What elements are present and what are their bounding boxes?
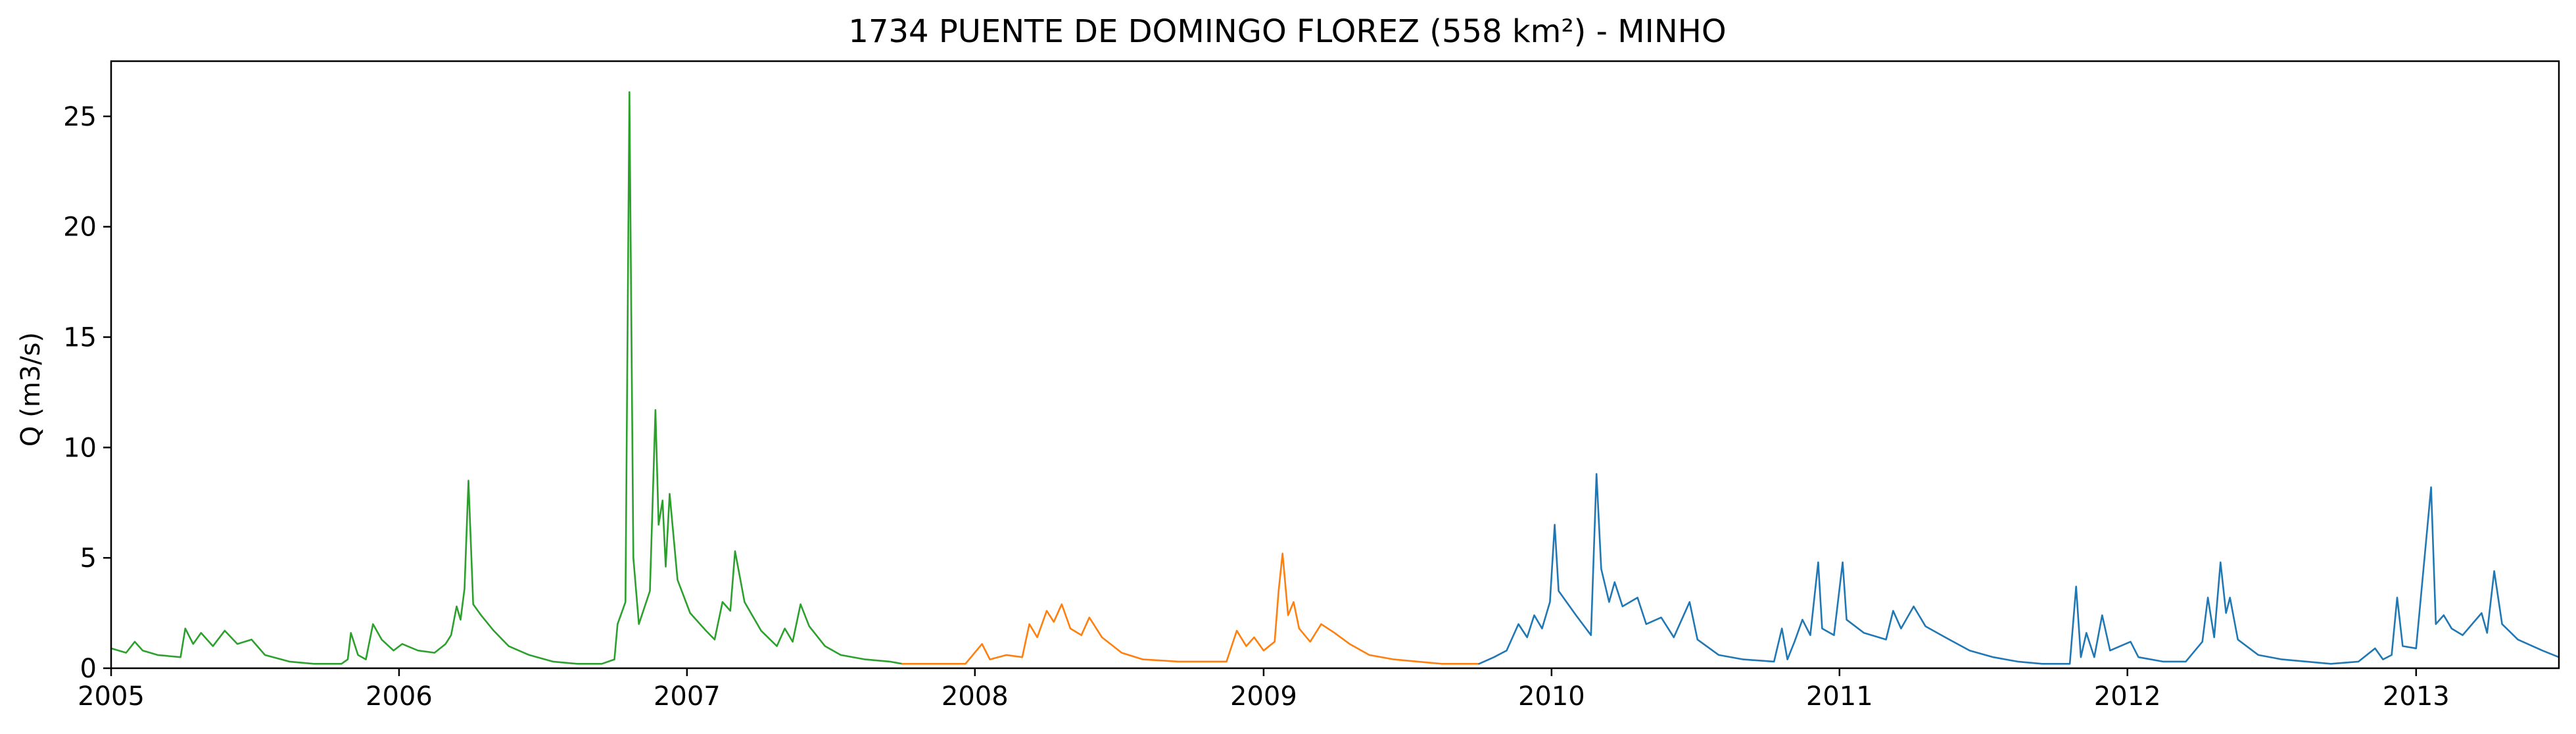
x-tick-label: 2005: [78, 681, 145, 712]
x-tick-label: 2009: [1230, 681, 1297, 712]
series-layer: [110, 91, 2560, 665]
y-axis-label: Q (m3/s): [16, 332, 46, 447]
plot-frame: [110, 60, 2560, 670]
y-tick-label: 25: [63, 102, 97, 132]
x-tick-label: 2007: [654, 681, 721, 712]
tick-layer: 2005 2006 2007 2008 2009 2010 2011 2012 2013 0 5 10…: [63, 102, 2450, 712]
y-tick-label: 20: [63, 212, 97, 243]
y-tick-label: 15: [63, 323, 97, 353]
x-tick-label: 2010: [1518, 681, 1585, 712]
y-tick-label: 10: [63, 433, 97, 463]
series-line-1: [110, 91, 903, 665]
x-tick-label: 2011: [1806, 681, 1873, 712]
chart-title: 1734 PUENTE DE DOMINGO FLOREZ (558 km²) …: [848, 13, 1726, 50]
y-tick-label: 0: [80, 654, 97, 684]
x-tick-label: 2012: [2094, 681, 2161, 712]
y-tick-label: 5: [80, 543, 97, 574]
x-tick-label: 2013: [2383, 681, 2450, 712]
x-tick-label: 2008: [942, 681, 1009, 712]
x-tick-label: 2006: [366, 681, 433, 712]
series-line-3: [1478, 473, 2560, 665]
series-line-2: [901, 552, 1480, 665]
